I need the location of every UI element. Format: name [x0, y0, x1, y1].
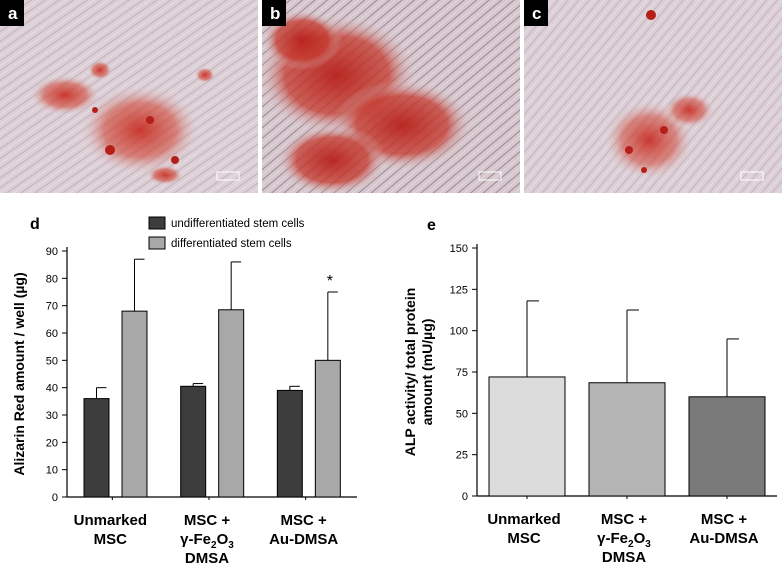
legend-entry: differentiated stem cells [171, 238, 292, 250]
x-category-label: MSC [94, 531, 128, 548]
bar-series0-cat1 [180, 385, 207, 498]
x-category-label: MSC + [601, 511, 648, 528]
micrograph-b-image [262, 0, 520, 193]
panel-label-box-c [524, 0, 548, 26]
micrograph-panel-a: a [0, 0, 258, 193]
micrograph-a-image [0, 0, 258, 193]
bar-series0-cat0 [83, 398, 110, 498]
y-axis-label: Alizarin Red amount / well (µg) [11, 272, 27, 475]
x-category-label: Unmarked [487, 511, 560, 528]
panel-label-d: d [30, 216, 40, 233]
panel-label-box-b [262, 0, 286, 26]
micrograph-c-image [524, 0, 782, 193]
y-tick-label: 50 [456, 408, 468, 420]
bar-series-cat0 [488, 376, 566, 497]
bar-series0-cat2 [276, 389, 303, 498]
y-tick-label: 30 [46, 410, 58, 422]
bar-series1-cat1 [218, 309, 245, 498]
x-category-label: γ-Fe2O3 [180, 531, 234, 551]
y-tick-label: 40 [46, 383, 58, 395]
significance-marker: * [327, 273, 333, 290]
y-tick-label: 0 [52, 492, 58, 504]
x-category-label: γ-Fe2O3 [597, 530, 651, 550]
y-tick-label: 50 [46, 355, 58, 367]
panel-label-box-a [0, 0, 24, 26]
micrograph-panel-b: b [262, 0, 520, 193]
x-category-label: Unmarked [74, 512, 147, 529]
y-tick-label: 100 [450, 326, 468, 338]
micrograph-panel-c: c [524, 0, 782, 193]
x-category-label: MSC + [701, 511, 748, 528]
bar-series-cat1 [588, 382, 666, 497]
chart-d-alizarin-red: d 0 10 20 30 40 50 60 70 80 90 Alizarin Red amount … [11, 216, 357, 567]
panel-label-c: c [532, 4, 542, 23]
x-category-label: Au-DMSA [269, 531, 338, 548]
y-tick-label: 80 [46, 273, 58, 285]
y-tick-label: 0 [462, 491, 468, 503]
y-tick-label: 90 [46, 246, 58, 258]
y-tick-label: 20 [46, 437, 58, 449]
y-tick-label: 70 [46, 301, 58, 313]
y-tick-label: 60 [46, 328, 58, 340]
x-category-label: DMSA [185, 550, 229, 567]
bar-series-cat2 [688, 396, 766, 497]
panel-label-b: b [270, 4, 281, 23]
x-category-label: Au-DMSA [689, 530, 758, 547]
panel-label-a: a [8, 4, 18, 23]
legend-entry: undifferentiated stem cells [171, 218, 305, 230]
y-tick-label: 150 [450, 243, 468, 255]
legend-swatch [148, 236, 166, 250]
bar-series1-cat2 [314, 359, 341, 498]
x-category-label: MSC [507, 530, 541, 547]
panel-label-e: e [427, 217, 436, 234]
y-tick-label: 25 [456, 450, 468, 462]
bar-series1-cat0 [121, 310, 148, 498]
y-axis-label: ALP activity/ total protein [402, 288, 418, 457]
chart-e-alp-activity: e 0 25 50 75 100 125 150 ALP activity/ total pro… [402, 217, 777, 566]
y-tick-label: 125 [450, 284, 468, 296]
y-axis-label: amount (mU/µg) [419, 319, 435, 426]
y-tick-label: 75 [456, 367, 468, 379]
x-category-label: MSC + [281, 512, 328, 529]
x-category-label: MSC + [184, 512, 231, 529]
legend-swatch [148, 216, 166, 230]
x-category-label: DMSA [602, 549, 646, 566]
y-tick-label: 10 [46, 465, 58, 477]
